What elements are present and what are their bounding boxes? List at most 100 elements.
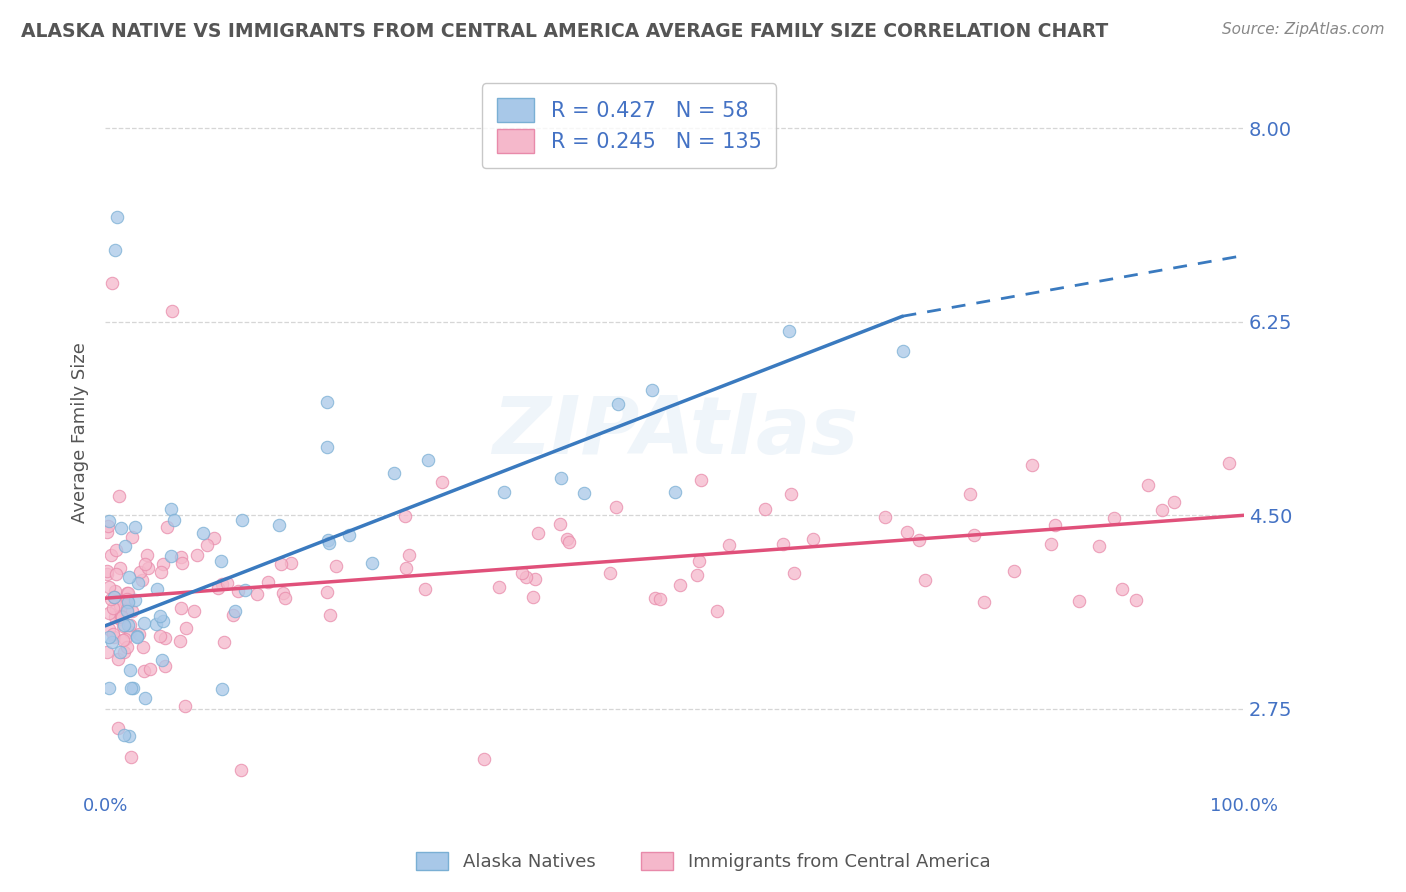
Point	[394, 509, 416, 524]
Point	[1150, 502, 1173, 516]
Point	[134, 557, 156, 571]
Point	[163, 513, 186, 527]
Point	[97, 623, 120, 637]
Point	[686, 567, 709, 582]
Point	[121, 530, 143, 544]
Point	[172, 556, 194, 570]
Point	[318, 536, 340, 550]
Point	[641, 383, 664, 397]
Point	[555, 532, 578, 546]
Point	[125, 629, 148, 643]
Point	[688, 554, 710, 568]
Point	[108, 561, 131, 575]
Point	[316, 395, 339, 409]
Point	[510, 566, 533, 580]
Point	[104, 543, 127, 558]
Point	[1088, 539, 1111, 553]
Point	[110, 608, 132, 623]
Point	[315, 584, 337, 599]
Point	[1136, 478, 1159, 492]
Point	[156, 520, 179, 534]
Point	[526, 525, 548, 540]
Point	[690, 473, 713, 487]
Point	[160, 501, 183, 516]
Point	[599, 566, 621, 580]
Point	[107, 721, 129, 735]
Point	[280, 556, 302, 570]
Point	[973, 595, 995, 609]
Point	[169, 634, 191, 648]
Point	[246, 587, 269, 601]
Point	[96, 525, 118, 540]
Point	[101, 601, 124, 615]
Point	[664, 485, 686, 500]
Point	[226, 584, 249, 599]
Point	[108, 612, 131, 626]
Point	[117, 570, 139, 584]
Point	[779, 487, 801, 501]
Point	[117, 586, 139, 600]
Point	[114, 539, 136, 553]
Point	[153, 631, 176, 645]
Point	[153, 658, 176, 673]
Point	[159, 549, 181, 563]
Point	[963, 527, 986, 541]
Point	[105, 210, 128, 224]
Point	[337, 527, 360, 541]
Point	[132, 615, 155, 630]
Point	[118, 617, 141, 632]
Point	[1125, 593, 1147, 607]
Point	[101, 635, 124, 649]
Point	[772, 537, 794, 551]
Point	[270, 558, 292, 572]
Legend: R = 0.427   N = 58, R = 0.245   N = 135: R = 0.427 N = 58, R = 0.245 N = 135	[482, 83, 776, 168]
Point	[1163, 495, 1185, 509]
Point	[212, 635, 235, 649]
Point	[146, 582, 169, 597]
Point	[907, 533, 929, 548]
Point	[149, 629, 172, 643]
Point	[318, 608, 340, 623]
Point	[97, 580, 120, 594]
Point	[96, 564, 118, 578]
Y-axis label: Average Family Size: Average Family Size	[72, 342, 89, 523]
Point	[231, 513, 253, 527]
Point	[896, 525, 918, 540]
Point	[488, 580, 510, 594]
Point	[174, 699, 197, 714]
Point	[644, 591, 666, 605]
Point	[124, 592, 146, 607]
Point	[132, 640, 155, 654]
Point	[97, 631, 120, 645]
Point	[267, 518, 290, 533]
Point	[1043, 518, 1066, 533]
Point	[107, 489, 129, 503]
Point	[224, 604, 246, 618]
Point	[207, 581, 229, 595]
Point	[103, 630, 125, 644]
Point	[783, 566, 806, 580]
Point	[104, 602, 127, 616]
Point	[472, 751, 495, 765]
Point	[197, 538, 219, 552]
Point	[215, 575, 238, 590]
Point	[150, 653, 173, 667]
Point	[103, 243, 125, 257]
Point	[395, 560, 418, 574]
Point	[152, 614, 174, 628]
Point	[891, 343, 914, 358]
Point	[115, 585, 138, 599]
Point	[101, 627, 124, 641]
Legend: Alaska Natives, Immigrants from Central America: Alaska Natives, Immigrants from Central …	[409, 846, 997, 879]
Point	[382, 466, 405, 480]
Point	[1069, 593, 1091, 607]
Text: ZIPAtlas: ZIPAtlas	[492, 393, 858, 471]
Point	[325, 559, 347, 574]
Point	[271, 586, 294, 600]
Point	[139, 662, 162, 676]
Point	[1111, 582, 1133, 596]
Point	[97, 519, 120, 533]
Point	[233, 582, 256, 597]
Point	[117, 594, 139, 608]
Point	[1040, 537, 1063, 551]
